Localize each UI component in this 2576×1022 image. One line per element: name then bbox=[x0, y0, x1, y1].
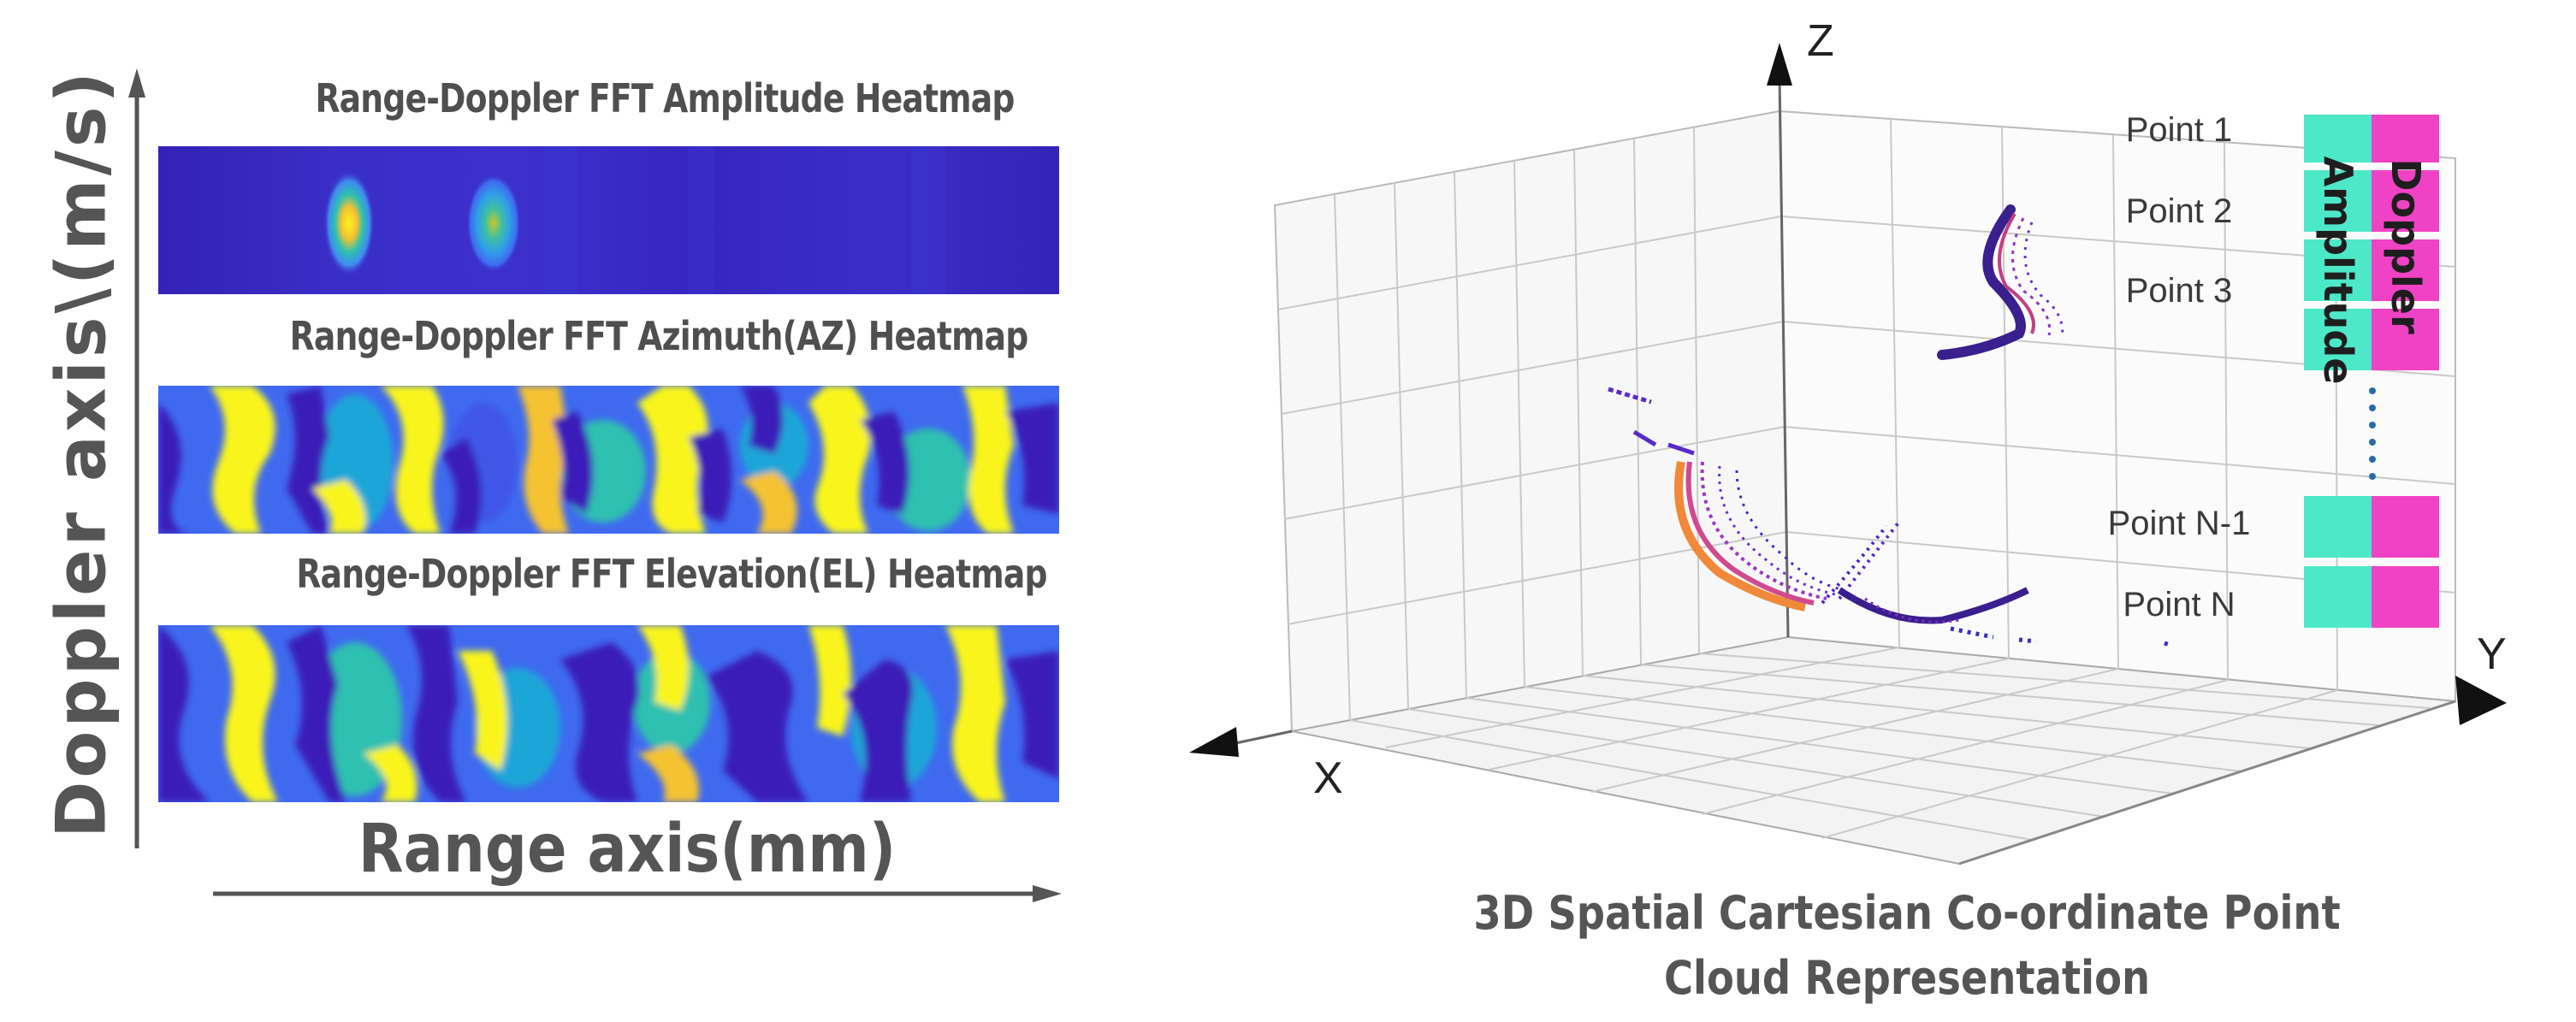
amplitude-cell bbox=[2304, 496, 2372, 558]
y-axis-label: Doppler axis\(m/s) bbox=[41, 68, 121, 839]
y-axis-letter: Y bbox=[2477, 629, 2507, 679]
x-axis-arrow bbox=[213, 885, 1062, 902]
heatmap-title-elevation: Range-Doppler FFT Elevation(EL) Heatmap bbox=[296, 551, 1047, 597]
doppler-cell bbox=[2372, 566, 2439, 628]
heatmap-title-azimuth: Range-Doppler FFT Azimuth(AZ) Heatmap bbox=[289, 313, 1029, 359]
point-cloud-cluster-lower bbox=[1837, 587, 2170, 647]
z-axis-line bbox=[1778, 76, 1790, 638]
3d-point-cloud-plot bbox=[1189, 43, 2507, 865]
doppler-cell bbox=[2372, 309, 2439, 370]
amplitude-cell bbox=[2304, 170, 2372, 232]
amplitude-cell bbox=[2304, 239, 2372, 301]
amplitude-cell bbox=[2304, 309, 2372, 370]
amplitude-cell bbox=[2304, 115, 2372, 162]
y-axis-arrow bbox=[128, 68, 145, 848]
plot-caption-line1: 3D Spatial Cartesian Co-ordinate Point bbox=[1473, 886, 2341, 940]
doppler-column-label: Doppler bbox=[2383, 158, 2429, 334]
amplitude-column-label: Amplitude bbox=[2315, 156, 2361, 385]
z-axis-arrowhead bbox=[1767, 43, 1792, 86]
legend-row-label: Point 3 bbox=[2125, 272, 2233, 310]
ellipsis-dots bbox=[2369, 387, 2376, 480]
x-axis-label: Range axis(mm) bbox=[358, 811, 897, 888]
doppler-cell bbox=[2372, 239, 2439, 301]
amplitude-cell bbox=[2304, 566, 2372, 628]
legend-row-label: Point N bbox=[2123, 586, 2235, 623]
heatmap-title-amplitude: Range-Doppler FFT Amplitude Heatmap bbox=[315, 75, 1015, 121]
point-cloud-cluster-upper bbox=[1937, 204, 2064, 360]
x-axis-letter: X bbox=[1313, 753, 1343, 803]
point-cloud-cluster-middle bbox=[1608, 387, 1901, 611]
z-axis-label: Z bbox=[1807, 16, 1834, 66]
legend-row-label: Point N-1 bbox=[2107, 505, 2251, 542]
doppler-cell bbox=[2372, 170, 2439, 232]
doppler-cell bbox=[2372, 496, 2439, 558]
amplitude-heatmap bbox=[158, 146, 1059, 294]
x-axis-arrowhead bbox=[1189, 727, 1239, 757]
legend-row-label: Point 1 bbox=[2125, 111, 2233, 149]
plot-caption-line2: Cloud Representation bbox=[1663, 951, 2151, 1005]
azimuth-heatmap bbox=[158, 386, 1059, 534]
y-axis-arrowhead bbox=[2455, 676, 2507, 725]
elevation-heatmap bbox=[158, 625, 1059, 802]
doppler-cell bbox=[2372, 115, 2439, 162]
legend-row-label: Point 2 bbox=[2125, 192, 2233, 230]
